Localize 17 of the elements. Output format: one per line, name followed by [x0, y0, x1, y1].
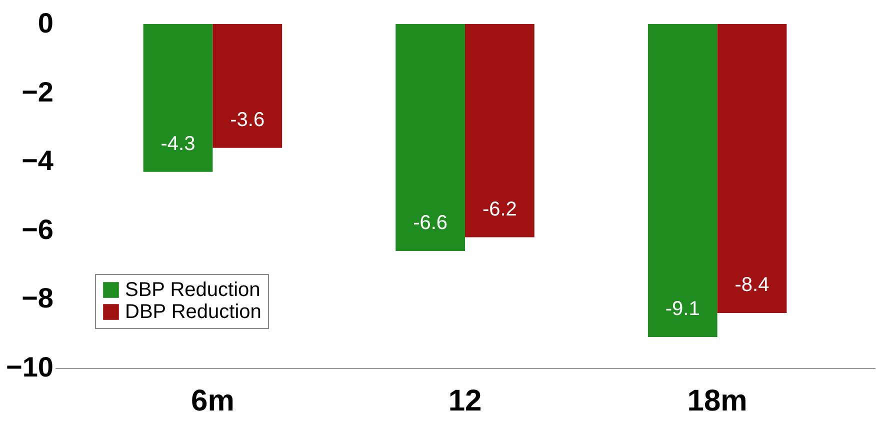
y-tick-label: −2	[22, 76, 54, 108]
legend-label: SBP Reduction	[125, 279, 260, 301]
data-label: -8.4	[734, 274, 770, 296]
data-label: -4.3	[160, 132, 196, 155]
x-tick-label: 18m	[687, 384, 748, 418]
data-label: -9.1	[665, 298, 700, 320]
y-tick-label: −10	[6, 352, 54, 382]
y-tick-label: 0	[38, 8, 54, 38]
y-tick-label: −8	[22, 282, 54, 314]
data-label: -6.2	[482, 198, 517, 220]
data-label: -6.6	[413, 212, 448, 234]
data-label: -3.6	[230, 108, 265, 131]
legend-label: DBP Reduction	[125, 301, 262, 323]
x-tick-label: 12	[448, 384, 482, 418]
y-tick-label: −4	[22, 145, 54, 176]
x-tick-label: 6m	[191, 384, 234, 418]
y-tick-label: −6	[22, 214, 54, 245]
